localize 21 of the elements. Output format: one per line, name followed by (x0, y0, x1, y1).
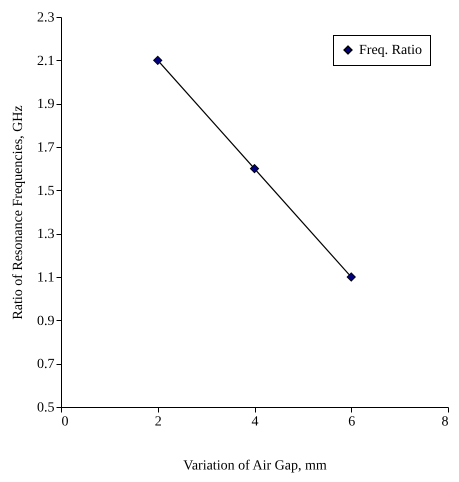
y-tick-label: 1.1 (37, 270, 54, 286)
legend-label: Freq. Ratio (359, 43, 422, 58)
y-tick-label: 1.5 (37, 184, 54, 199)
y-tick-label: 2.1 (37, 54, 54, 69)
y-axis-title: Ratio of Resonance Frequencies, GHz (11, 105, 26, 320)
y-tick-label: 0.7 (37, 357, 54, 372)
y-tick-label: 2.3 (37, 10, 54, 26)
x-tick-label: 2 (154, 414, 162, 430)
y-tick-label: 0.5 (37, 400, 54, 416)
point (250, 164, 260, 174)
y-tick-label: 1.9 (37, 97, 54, 112)
x-tick-label: 8 (442, 414, 448, 430)
point (346, 272, 356, 282)
y-tick-label: 1.3 (37, 227, 54, 242)
x-tick-label: 4 (252, 414, 258, 430)
x-tick-label: 0 (62, 414, 68, 430)
y-tick-label: 1.7 (37, 140, 54, 156)
x-tick-label: 6 (348, 414, 356, 430)
x-axis-title: Variation of Air Gap, mm (183, 458, 327, 474)
point (153, 56, 162, 65)
y-tick-label: 0.9 (37, 314, 54, 329)
